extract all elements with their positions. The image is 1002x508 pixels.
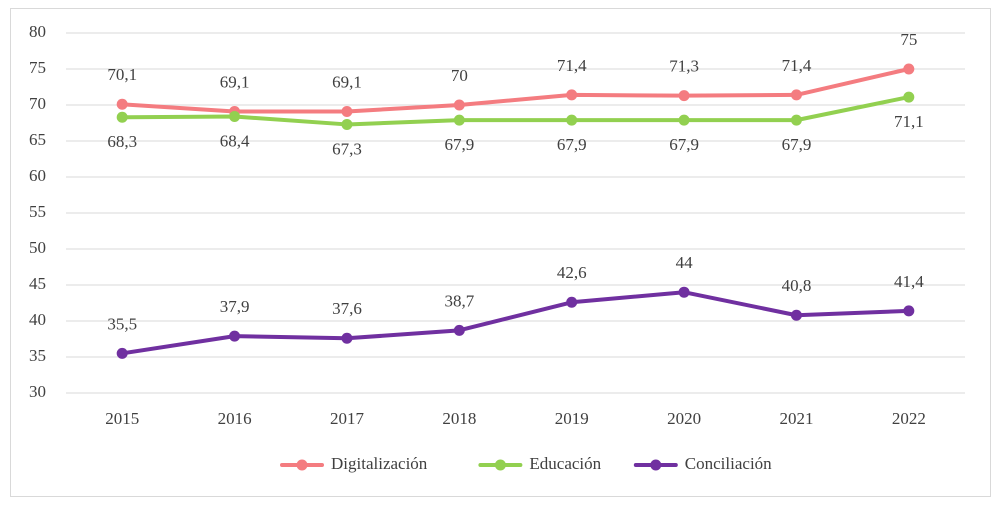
data-label: 67,9 xyxy=(557,135,587,154)
series-marker xyxy=(341,118,353,130)
series-marker xyxy=(790,89,802,101)
series-marker xyxy=(678,90,690,102)
y-tick-label: 55 xyxy=(29,202,46,221)
x-tick-label: 2015 xyxy=(105,409,139,428)
x-tick-label: 2016 xyxy=(218,409,252,428)
data-label: 67,9 xyxy=(444,135,474,154)
series-marker xyxy=(903,63,915,75)
data-label: 69,1 xyxy=(332,72,362,91)
series-marker xyxy=(229,330,241,342)
legend-marker xyxy=(650,459,662,471)
series-marker xyxy=(453,324,465,336)
data-label: 69,1 xyxy=(220,72,250,91)
series-line xyxy=(120,290,911,356)
data-label: 67,9 xyxy=(669,135,699,154)
series-marker xyxy=(678,114,690,126)
series-marker xyxy=(790,309,802,321)
series-line xyxy=(120,95,911,127)
y-tick-label: 40 xyxy=(29,310,46,329)
series-marker xyxy=(116,347,128,359)
data-label: 44 xyxy=(676,253,694,272)
data-label: 71,1 xyxy=(894,112,924,131)
y-tick-label: 30 xyxy=(29,382,46,401)
series-marker xyxy=(116,111,128,123)
x-tick-label: 2020 xyxy=(667,409,701,428)
series-marker xyxy=(903,305,915,317)
series-marker xyxy=(116,98,128,110)
data-label: 67,3 xyxy=(332,139,362,158)
legend-label: Educación xyxy=(529,454,601,473)
series-marker xyxy=(566,296,578,308)
x-tick-label: 2018 xyxy=(442,409,476,428)
series-marker xyxy=(566,114,578,126)
y-tick-label: 45 xyxy=(29,274,46,293)
data-label: 68,3 xyxy=(107,132,137,151)
data-label: 38,7 xyxy=(444,291,474,310)
x-tick-label: 2019 xyxy=(555,409,589,428)
series-marker xyxy=(341,105,353,117)
y-tick-label: 35 xyxy=(29,346,46,365)
series-marker xyxy=(341,332,353,344)
series-line xyxy=(120,67,911,114)
y-tick-label: 65 xyxy=(29,130,46,149)
data-label: 75 xyxy=(900,30,917,49)
data-label: 67,9 xyxy=(782,135,812,154)
data-label: 70 xyxy=(451,66,468,85)
legend-marker xyxy=(296,459,308,471)
series-marker xyxy=(678,286,690,298)
data-label: 42,6 xyxy=(557,263,587,282)
legend-marker xyxy=(494,459,506,471)
series-marker xyxy=(903,91,915,103)
y-tick-label: 70 xyxy=(29,94,46,113)
series-marker xyxy=(453,99,465,111)
data-label: 37,6 xyxy=(332,299,362,318)
series-marker xyxy=(790,114,802,126)
data-label: 40,8 xyxy=(782,276,812,295)
data-label: 37,9 xyxy=(220,297,250,316)
data-label: 68,4 xyxy=(220,131,250,150)
x-tick-label: 2021 xyxy=(779,409,813,428)
y-tick-label: 50 xyxy=(29,238,46,257)
data-label: 71,3 xyxy=(669,57,699,76)
chart-border xyxy=(10,8,991,497)
legend-label: Digitalización xyxy=(331,454,428,473)
x-tick-label: 2022 xyxy=(892,409,926,428)
data-label: 71,4 xyxy=(782,56,812,75)
y-tick-label: 60 xyxy=(29,166,46,185)
y-tick-label: 75 xyxy=(29,58,46,77)
series-marker xyxy=(229,111,241,123)
y-tick-label: 80 xyxy=(29,22,46,41)
data-label: 70,1 xyxy=(107,65,137,84)
data-label: 41,4 xyxy=(894,272,924,291)
series-marker xyxy=(453,114,465,126)
series-marker xyxy=(566,89,578,101)
data-label: 35,5 xyxy=(107,314,137,333)
legend-label: Conciliación xyxy=(685,454,772,473)
data-label: 71,4 xyxy=(557,56,587,75)
x-tick-label: 2017 xyxy=(330,409,365,428)
